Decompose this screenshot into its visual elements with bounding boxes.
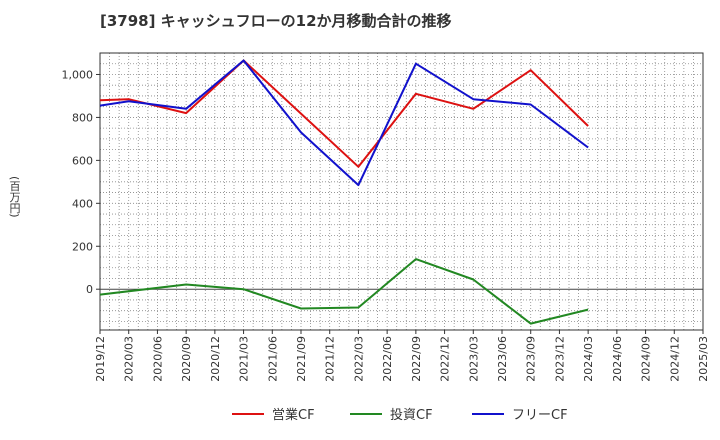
x-tick-label: 2021/12 [324,336,337,382]
x-tick-label: 2022/06 [381,336,394,382]
x-tick-label: 2021/09 [295,336,308,382]
x-tick-label: 2023/09 [525,336,538,382]
y-tick-label: 1,000 [62,68,94,81]
x-tick-label: 2022/09 [410,336,423,382]
series-line-2 [99,258,589,325]
x-tick-label: 2021/06 [266,336,279,382]
x-tick-label: 2024/06 [611,336,624,382]
y-axis-label: (百万円) [8,176,21,218]
x-tick-label: 2021/03 [238,336,251,382]
x-tick-label: 2020/03 [123,336,136,382]
plot-frame [99,52,704,331]
x-tick-label: 2022/03 [352,336,365,382]
legend-label-3: フリーCF [512,408,568,423]
x-tick-label: 2023/06 [496,336,509,382]
x-tick-label: 2023/12 [553,336,566,382]
x-tick-label: 2024/09 [640,336,653,382]
x-tick-label: 2024/03 [582,336,595,382]
x-tick-label: 2020/12 [209,336,222,382]
y-tick-label: 200 [72,240,93,253]
y-tick-label: 600 [72,154,93,167]
legend-label-1: 営業CF [272,407,315,423]
legend-label-2: 投資CF [390,407,433,423]
chart-title: [3798] キャッシュフローの12か月移動合計の推移 [100,12,452,30]
y-tick-label: 800 [72,111,93,124]
x-tick-label: 2024/12 [668,336,681,382]
y-tick-label: 0 [86,283,93,296]
x-tick-label: 2022/12 [439,336,452,382]
x-tick-label: 2023/03 [467,336,480,382]
x-tick-label: 2019/12 [94,336,107,382]
x-tick-label: 2020/06 [151,336,164,382]
x-tick-label: 2025/03 [697,336,710,382]
series-line-3 [99,59,589,187]
x-tick-label: 2020/09 [180,336,193,382]
y-tick-label: 400 [72,197,93,210]
